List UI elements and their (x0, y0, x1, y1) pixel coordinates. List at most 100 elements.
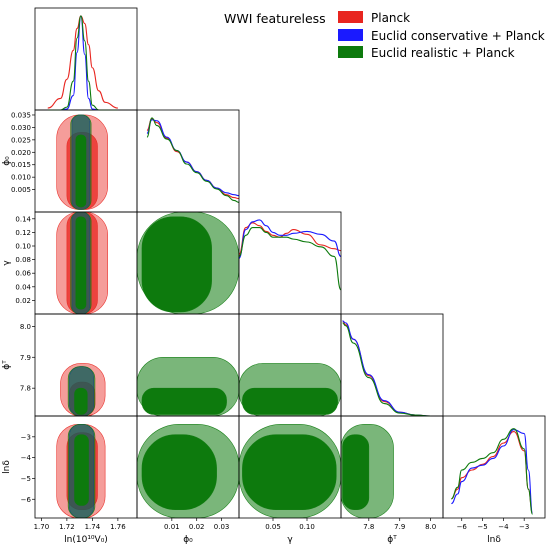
y-axis-label-lndelta: lnδ (2, 460, 12, 474)
panel-phi0-gamma (136, 211, 240, 315)
x-tick-label-lnA: 1.76 (110, 523, 126, 531)
contour-group (137, 356, 239, 416)
contour-euclid-realistic-planck-68 (342, 434, 370, 510)
y-tick-label-gamma: 0.14 (15, 215, 31, 223)
marginal-line-euclid-realistic-planck (146, 117, 240, 203)
contour-euclid-realistic-planck-68 (141, 434, 217, 510)
y-tick-label-phi0: 0.030 (11, 124, 31, 132)
marginal-line-euclid-realistic-planck (342, 322, 431, 417)
y-tick-label-phiT: 8.0 (20, 323, 31, 331)
y-axis-label-phi0: ϕ₀ (2, 156, 12, 166)
x-axis-label-lndelta: lnδ (487, 535, 501, 545)
axis-labels: ln(10¹⁰V₀) ϕ₀ γ ϕᵀ lnδ ϕ₀ γ ϕᵀ lnδ (2, 156, 501, 545)
x-tick-label-gamma: 0.05 (265, 523, 281, 531)
legend-label-euclid-conservative: Euclid conservative + Planck (371, 29, 545, 43)
x-tick-label-lndelta: −3 (519, 523, 529, 531)
marginal-lndelta (442, 415, 546, 519)
contour-euclid-realistic-planck-68 (75, 216, 87, 310)
panel-lnA-phi0 (34, 109, 138, 213)
legend: WWI featureless Planck Euclid conservati… (224, 11, 545, 60)
contour-euclid-realistic-planck-68 (242, 387, 338, 415)
y-tick-label-lndelta: −3 (21, 433, 31, 441)
contour-euclid-realistic-planck-68 (74, 434, 89, 506)
legend-label-planck: Planck (371, 11, 410, 25)
panel-lnA-gamma (34, 211, 138, 315)
contour-group (341, 424, 394, 518)
marginal-line-euclid-realistic-planck (47, 15, 118, 111)
y-tick-label-gamma: 0.10 (15, 243, 31, 251)
panel-frame (340, 313, 444, 417)
marginal-lnA (34, 7, 138, 111)
marginal-line-euclid-conservative-planck (146, 119, 240, 197)
panel-frame (136, 109, 240, 213)
panel-lnA-lndelta (34, 415, 138, 519)
legend-label-euclid-realistic: Euclid realistic + Planck (371, 46, 515, 60)
legend-swatch-euclid-realistic (338, 46, 363, 58)
marginal-phi0 (136, 109, 240, 213)
legend-swatch-planck (338, 11, 363, 23)
panel-frame (34, 7, 138, 111)
legend-title: WWI featureless (224, 11, 326, 26)
y-tick-label-gamma: 0.06 (15, 270, 31, 278)
contour-group (56, 114, 108, 210)
x-tick-label-lnA: 1.74 (85, 523, 101, 531)
y-tick-label-phi0: 0.010 (11, 174, 31, 182)
panel-frame (238, 211, 342, 315)
contour-group (137, 212, 239, 314)
y-tick-label-phiT: 7.8 (20, 385, 31, 393)
x-tick-label-lndelta: −5 (477, 523, 487, 531)
contour-group (239, 424, 341, 518)
y-tick-label-gamma: 0.08 (15, 256, 31, 264)
marginal-gamma (238, 211, 342, 315)
contour-euclid-realistic-planck-68 (141, 216, 212, 313)
y-axis-label-phiT: ϕᵀ (2, 360, 12, 370)
y-tick-label-gamma: 0.12 (15, 229, 31, 237)
y-tick-label-phi0: 0.035 (11, 111, 31, 119)
x-tick-label-gamma: 0.10 (299, 523, 315, 531)
tick-labels: 1.70 1.72 1.74 1.76 0.01 0.02 0.03 0.05 0.10 7.8 7… (11, 111, 529, 531)
y-tick-label-phi0: 0.020 (11, 149, 31, 157)
x-axis-label-gamma: γ (287, 535, 293, 545)
panel-lnA-phiT (34, 313, 138, 417)
x-tick-label-lndelta: −4 (498, 523, 509, 531)
y-tick-label-phi0: 0.015 (11, 161, 31, 169)
x-tick-label-lnA: 1.72 (59, 523, 75, 531)
y-tick-label-lndelta: −6 (21, 496, 32, 504)
contour-euclid-realistic-planck-68 (242, 434, 337, 510)
contour-group (137, 424, 239, 518)
x-tick-label-lnA: 1.70 (34, 523, 50, 531)
x-tick-label-phiT: 7.9 (394, 523, 405, 531)
y-tick-label-gamma: 0.04 (15, 283, 31, 291)
x-tick-label-phi0: 0.03 (214, 523, 230, 531)
y-tick-label-phiT: 7.9 (20, 354, 31, 362)
contour-euclid-realistic-planck-68 (141, 387, 227, 415)
legend-swatch-euclid-conservative (338, 29, 363, 41)
marginal-line-euclid-realistic-planck (451, 428, 534, 515)
contour-group (239, 363, 341, 416)
x-axis-label-phi0: ϕ₀ (183, 535, 193, 545)
contour-group (56, 424, 106, 518)
marginal-phiT (340, 313, 444, 417)
y-tick-label-lndelta: −4 (21, 454, 32, 462)
panel-gamma-phiT (238, 313, 342, 417)
panel-phi0-lndelta (136, 415, 240, 519)
y-tick-label-phi0: 0.025 (11, 136, 31, 144)
x-axis-label-lnA: ln(10¹⁰V₀) (64, 535, 108, 545)
x-tick-label-phiT: 8.0 (425, 523, 436, 531)
marginal-line-euclid-conservative-planck (238, 219, 342, 259)
panel-phiT-lndelta (340, 415, 444, 519)
x-tick-label-phiT: 7.8 (363, 523, 374, 531)
x-tick-label-phi0: 0.01 (164, 523, 180, 531)
contour-group (60, 363, 106, 416)
panel-phi0-phiT (136, 313, 240, 417)
contour-euclid-realistic-planck-68 (74, 387, 88, 415)
x-axis-label-phiT: ϕᵀ (387, 535, 397, 545)
y-tick-label-gamma: 0.02 (15, 297, 31, 305)
panels (34, 7, 546, 519)
y-tick-label-lndelta: −5 (21, 475, 31, 483)
contour-euclid-realistic-planck-68 (75, 134, 87, 208)
y-tick-label-phi0: 0.005 (11, 186, 31, 194)
x-tick-label-lndelta: −6 (457, 523, 468, 531)
marginal-line-euclid-realistic-planck (238, 227, 342, 291)
